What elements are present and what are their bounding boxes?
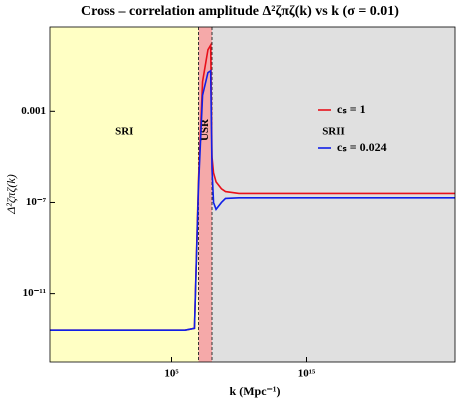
y-tick-label: 10⁻⁷ [26, 196, 47, 208]
region [212, 27, 455, 362]
x-tick-label: 10¹⁵ [298, 368, 316, 380]
region-label: SRII [322, 126, 345, 138]
x-tick-label: 10⁵ [164, 368, 179, 380]
y-tick-label: 0.001 [21, 105, 46, 117]
chart-title: Cross – correlation amplitude Δ²ζπζ(k) v… [81, 4, 399, 19]
plot-frame [49, 26, 456, 363]
region-label: SRI [115, 126, 133, 138]
legend-label: cₛ = 1 [337, 102, 366, 116]
legend-label: cₛ = 0.024 [337, 140, 387, 154]
y-axis-label: Δ²ζπζ(k) [4, 174, 18, 214]
region [198, 27, 212, 362]
x-axis-label: k (Mpc⁻¹) [230, 384, 281, 398]
y-tick-label: 10⁻¹¹ [23, 287, 46, 299]
region [50, 27, 199, 362]
data-line [50, 69, 455, 331]
